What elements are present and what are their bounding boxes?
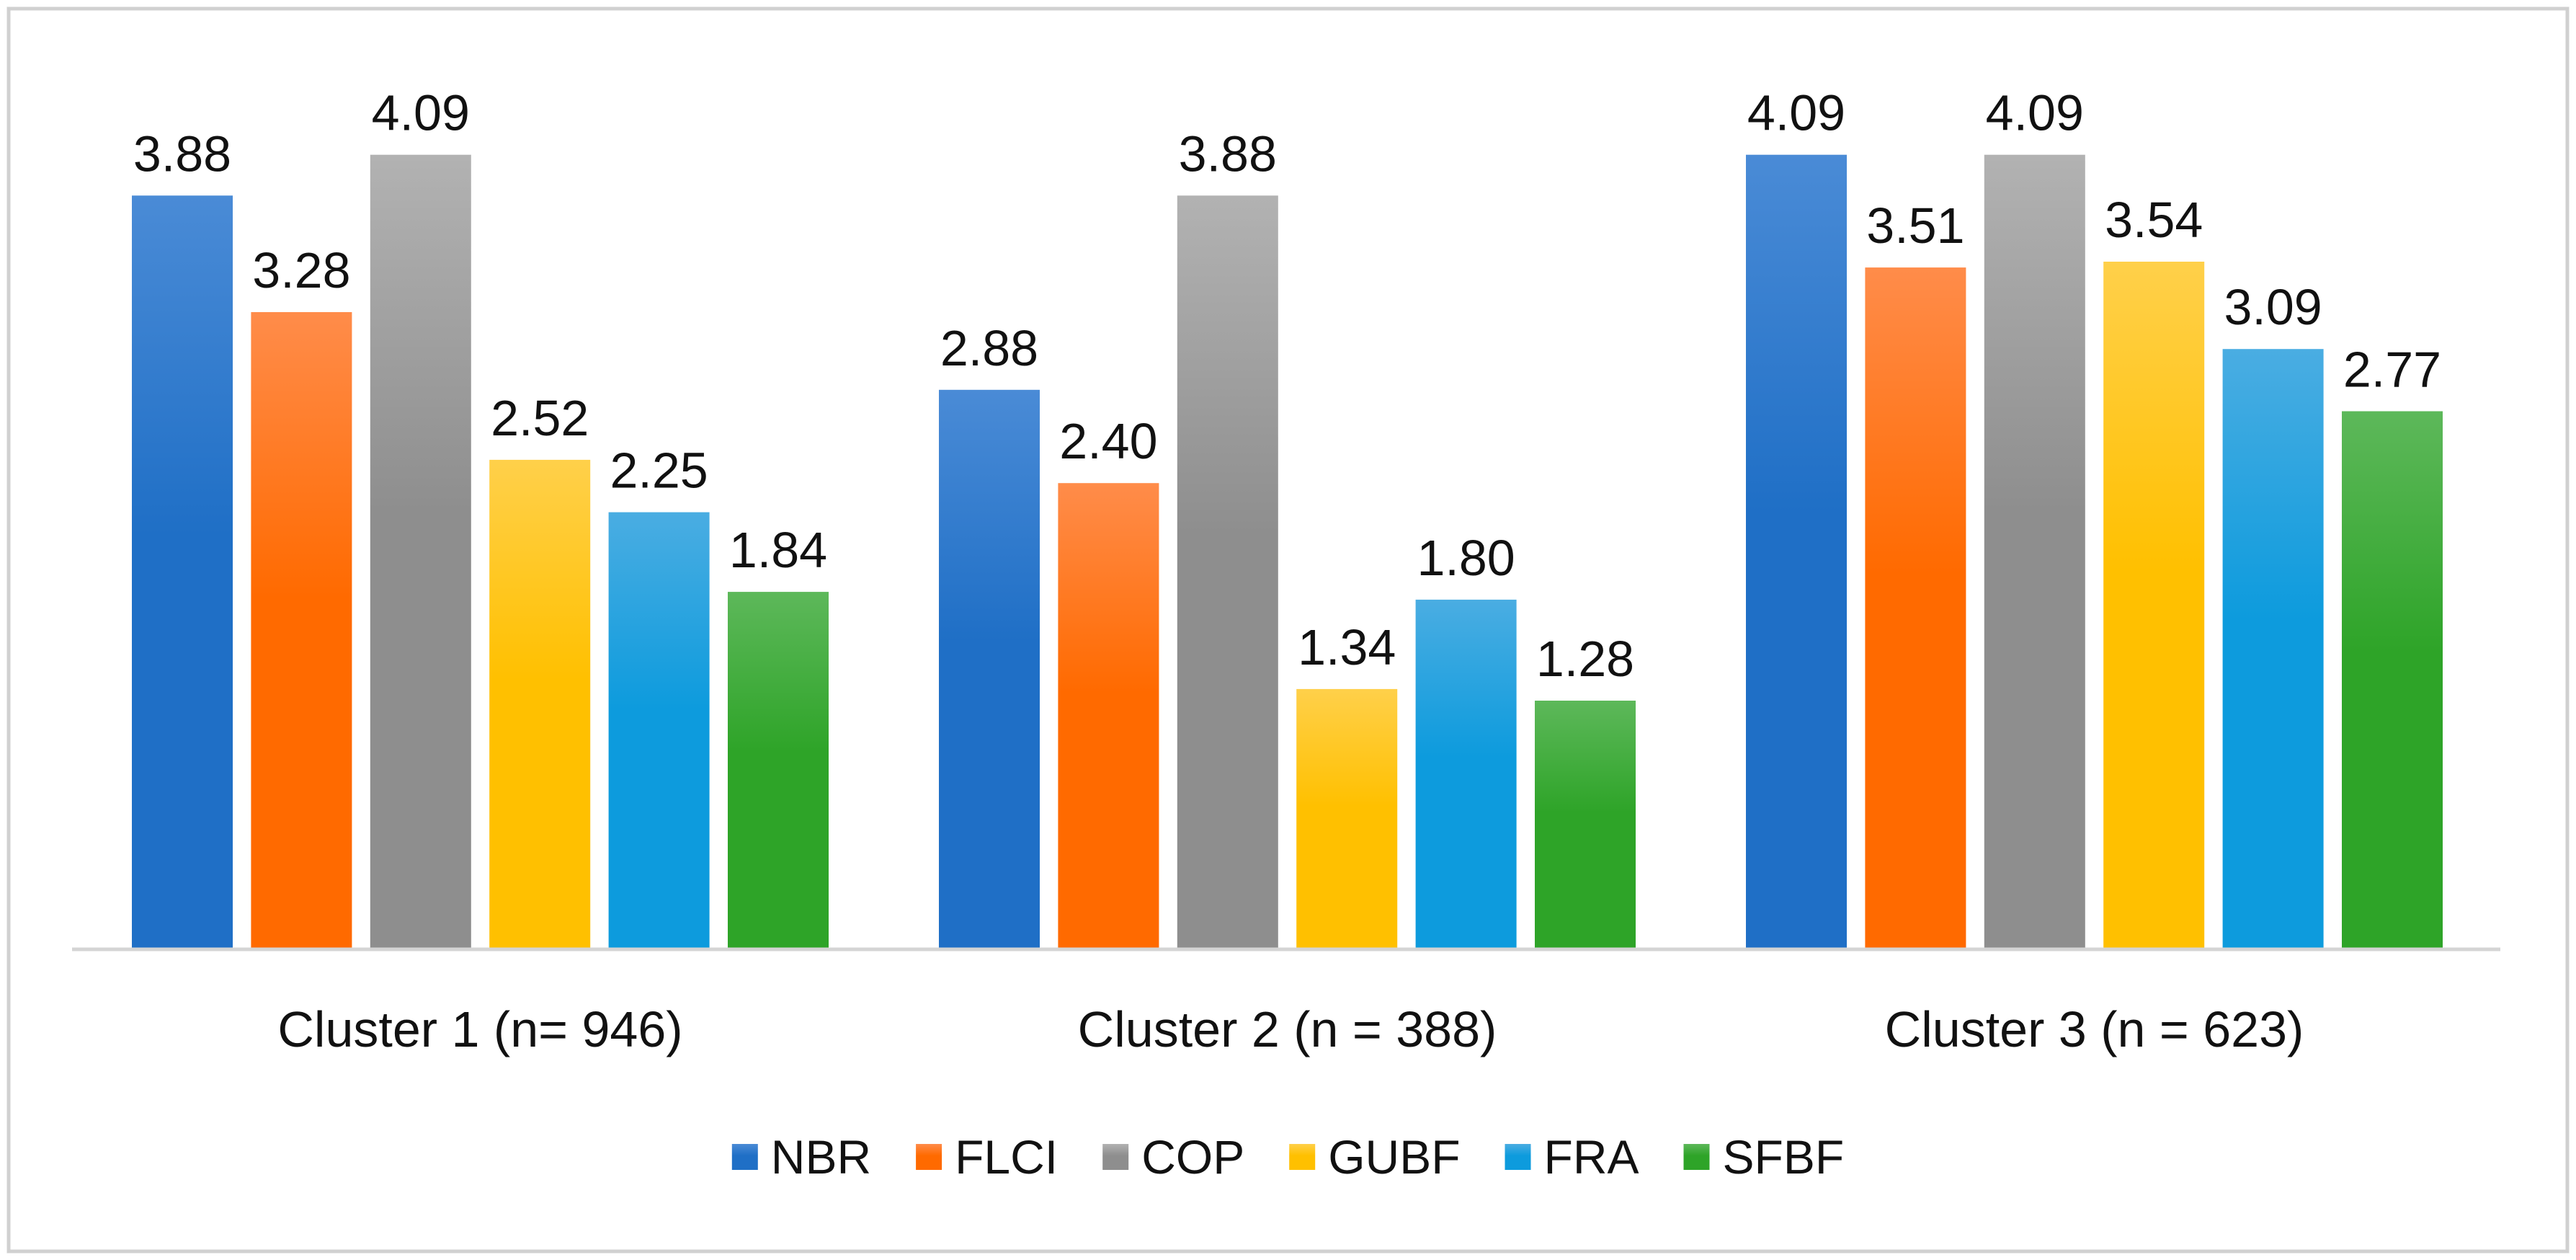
legend-swatch-flci: [916, 1144, 942, 1170]
category-label-cluster-3: Cluster 3 (n = 623): [1885, 1001, 2304, 1057]
value-label-fra-cluster-3: 3.09: [2224, 279, 2322, 335]
legend-label-nbr: NBR: [771, 1130, 871, 1184]
bar-nbr-cluster-1: [132, 195, 233, 949]
value-label-sfbf-cluster-3: 2.77: [2343, 342, 2441, 398]
value-label-nbr-cluster-1: 3.88: [133, 125, 231, 182]
bar-gubf-cluster-3: [2103, 262, 2205, 949]
value-label-fra-cluster-1: 2.25: [610, 443, 708, 499]
value-label-cop-cluster-3: 4.09: [1986, 85, 2084, 141]
legend-item-sfbf: SFBF: [1683, 1130, 1845, 1184]
category-label-cluster-2: Cluster 2 (n = 388): [1078, 1001, 1497, 1057]
value-label-flci-cluster-1: 3.28: [252, 242, 350, 298]
legend-item-flci: FLCI: [916, 1130, 1058, 1184]
bar-fra-cluster-1: [608, 512, 710, 949]
bar-gubf-cluster-2: [1296, 688, 1398, 949]
value-label-flci-cluster-3: 3.51: [1866, 198, 1964, 254]
legend-label-flci: FLCI: [955, 1130, 1058, 1184]
bar-sfbf-cluster-2: [1535, 701, 1636, 949]
bar-cop-cluster-3: [1984, 154, 2085, 950]
legend-item-cop: COP: [1102, 1130, 1244, 1184]
legend-label-fra: FRA: [1544, 1130, 1639, 1184]
bar-flci-cluster-1: [251, 312, 352, 949]
legend: NBR FLCI COP GUBF FRA SFBF: [731, 1130, 1845, 1184]
bar-flci-cluster-3: [1865, 267, 1966, 950]
value-label-gubf-cluster-1: 2.52: [491, 390, 589, 446]
value-label-cop-cluster-1: 4.09: [372, 85, 470, 141]
bar-sfbf-cluster-1: [728, 592, 829, 949]
legend-item-gubf: GUBF: [1289, 1130, 1461, 1184]
value-label-nbr-cluster-3: 4.09: [1747, 85, 1845, 141]
value-labels-layer: 3.88 3.28 4.09 2.52 2.25 1.84 2.88 2.40 3.88 1.34…: [133, 85, 2441, 687]
bar-fra-cluster-2: [1415, 599, 1517, 949]
value-label-flci-cluster-2: 2.40: [1059, 413, 1157, 469]
legend-swatch-nbr: [731, 1144, 758, 1170]
value-label-cop-cluster-2: 3.88: [1179, 125, 1277, 182]
legend-swatch-cop: [1102, 1144, 1129, 1170]
legend-swatch-sfbf: [1683, 1144, 1710, 1170]
value-label-sfbf-cluster-1: 1.84: [729, 522, 827, 578]
bars-layer: [132, 154, 2443, 950]
bar-cop-cluster-1: [370, 154, 471, 950]
legend-item-nbr: NBR: [731, 1130, 871, 1184]
bar-nbr-cluster-2: [939, 389, 1040, 949]
value-label-sfbf-cluster-2: 1.28: [1536, 631, 1634, 687]
bar-cop-cluster-2: [1177, 195, 1278, 949]
value-label-gubf-cluster-3: 3.54: [2105, 192, 2203, 248]
legend-label-sfbf: SFBF: [1723, 1130, 1845, 1184]
value-label-fra-cluster-2: 1.80: [1417, 530, 1515, 586]
category-labels-layer: Cluster 1 (n= 946) Cluster 2 (n = 388) Clu…: [277, 1001, 2304, 1057]
legend-swatch-fra: [1505, 1144, 1531, 1170]
legend-swatch-gubf: [1289, 1144, 1316, 1170]
bar-flci-cluster-2: [1058, 483, 1159, 949]
legend-label-cop: COP: [1141, 1130, 1244, 1184]
bar-fra-cluster-3: [2222, 349, 2324, 949]
legend-item-fra: FRA: [1505, 1130, 1639, 1184]
bar-gubf-cluster-1: [489, 459, 591, 949]
value-label-gubf-cluster-2: 1.34: [1298, 619, 1396, 675]
bar-sfbf-cluster-3: [2342, 411, 2443, 949]
legend-label-gubf: GUBF: [1328, 1130, 1460, 1184]
value-label-nbr-cluster-2: 2.88: [940, 320, 1038, 376]
category-label-cluster-1: Cluster 1 (n= 946): [277, 1001, 682, 1057]
bar-nbr-cluster-3: [1746, 154, 1847, 950]
